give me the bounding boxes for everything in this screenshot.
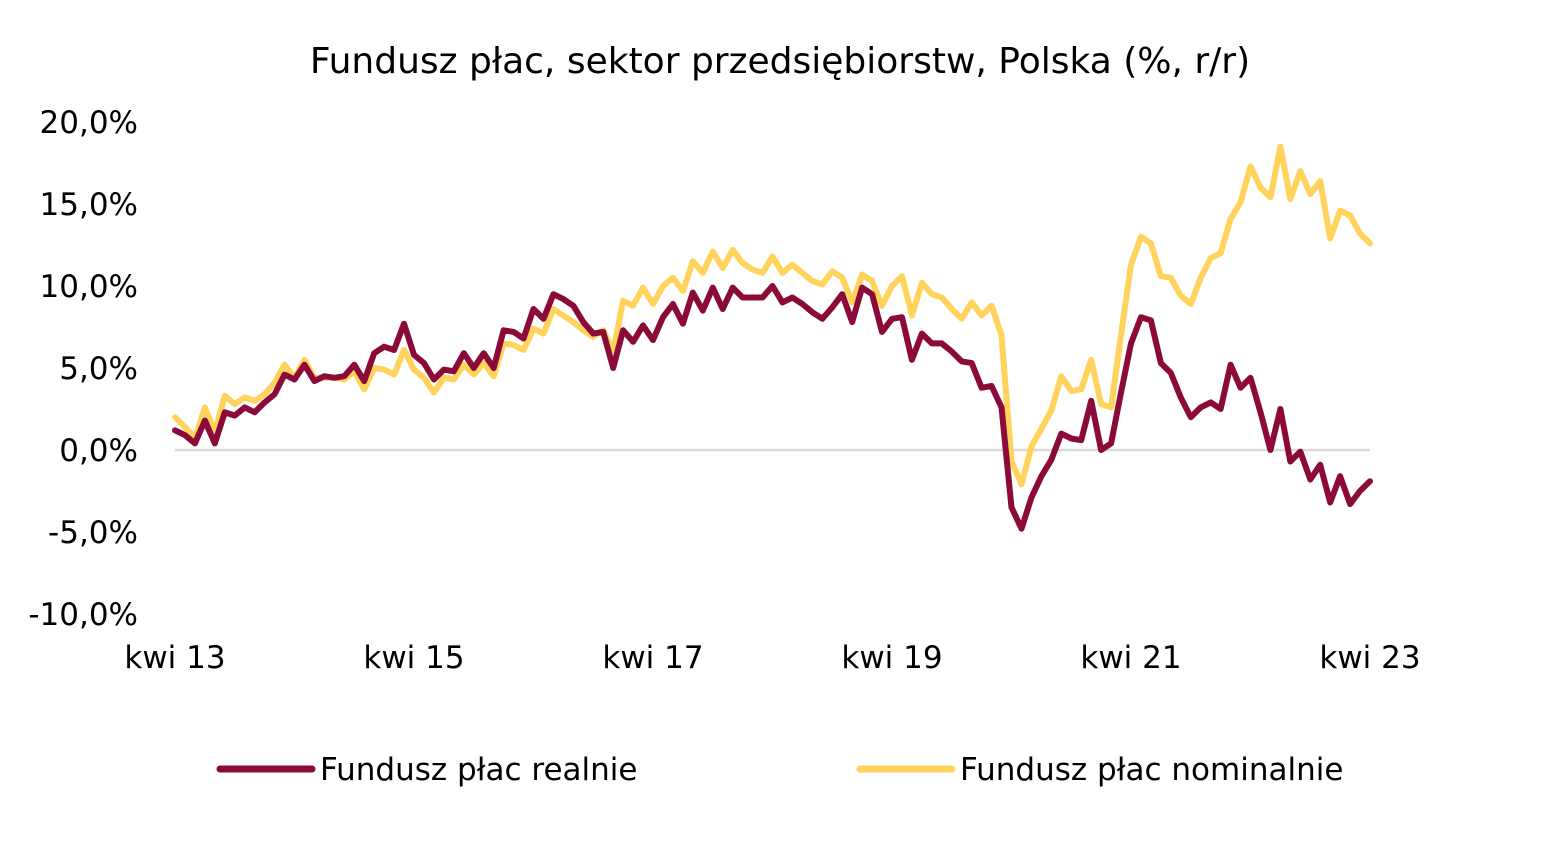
legend: Fundusz płac realnie Fundusz płac nominal… — [216, 752, 1343, 788]
series-line-fundusz-p-ac-nominalnie — [172, 143, 1373, 488]
x-tick-label: kwi 15 — [363, 640, 464, 676]
x-tick-label: kwi 21 — [1080, 640, 1181, 676]
x-tick-label: kwi 19 — [841, 640, 942, 676]
y-axis-tick-labels: 20,0% 15,0% 10,0% 5,0% 0,0% -5,0% -10,0% — [28, 105, 138, 633]
x-axis-tick-labels: kwi 13 kwi 15 kwi 17 kwi 19 kwi 21 kwi 23 — [124, 640, 1420, 676]
y-tick-label: -5,0% — [48, 515, 138, 551]
y-tick-label: 10,0% — [40, 269, 138, 305]
y-tick-label: -10,0% — [28, 597, 138, 633]
chart-title: Fundusz płac, sektor przedsiębiorstw, Po… — [310, 41, 1250, 82]
series-lines — [172, 143, 1373, 532]
y-tick-label: 0,0% — [59, 433, 138, 469]
x-tick-label: kwi 23 — [1319, 640, 1420, 676]
y-tick-label: 5,0% — [59, 351, 138, 387]
x-tick-label: kwi 13 — [124, 640, 225, 676]
series-line-fundusz-p-ac-realnie — [172, 283, 1373, 532]
y-tick-label: 20,0% — [40, 105, 138, 141]
legend-label: Fundusz płac nominalnie — [960, 752, 1343, 788]
x-tick-label: kwi 17 — [602, 640, 703, 676]
legend-label: Fundusz płac realnie — [320, 752, 638, 788]
y-tick-label: 15,0% — [40, 187, 138, 223]
